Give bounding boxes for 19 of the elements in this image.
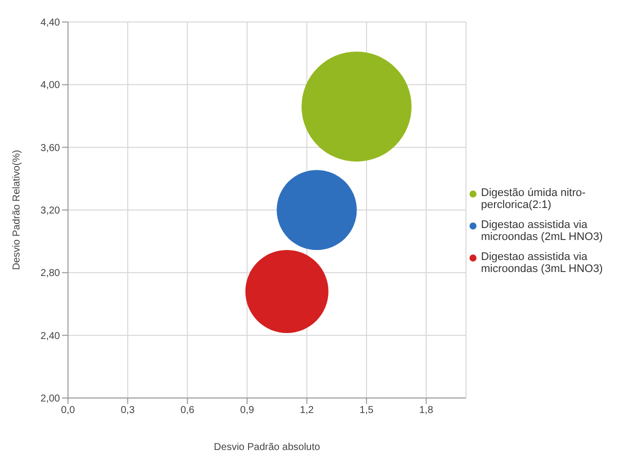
legend-label: Digestão úmida nitro-perclorica(2:1) [481, 187, 587, 211]
x-tick-label: 1,8 [419, 405, 434, 416]
x-tick-label: 0,3 [120, 405, 136, 416]
legend-label: Digestao assistida via microondas (3mL HNO3) [481, 251, 604, 275]
y-tick-label: 2,40 [40, 330, 60, 342]
y-tick-label: 3,60 [40, 142, 60, 154]
x-tick-label: 0,6 [180, 405, 195, 416]
y-tick-label: 4,00 [40, 80, 60, 92]
y-tick-label: 3,20 [40, 206, 60, 217]
x-tick-label: 1,5 [360, 405, 374, 416]
y-tick-label: 2,00 [40, 394, 60, 405]
legend-label: Digestao assistida via microondas (2mL HNO3) [481, 219, 604, 243]
x-tick-label: 0,0 [61, 405, 76, 416]
y-tick-label: 2,80 [40, 268, 60, 280]
x-tick-label: 1,2 [300, 405, 314, 416]
x-axis-title: Desvio Padrão absoluto [214, 442, 321, 453]
x-tick-label: 0,9 [240, 405, 254, 416]
y-tick-label: 4,40 [40, 18, 60, 29]
y-axis-title: Desvio Padrão Relativo(%) [12, 150, 23, 270]
